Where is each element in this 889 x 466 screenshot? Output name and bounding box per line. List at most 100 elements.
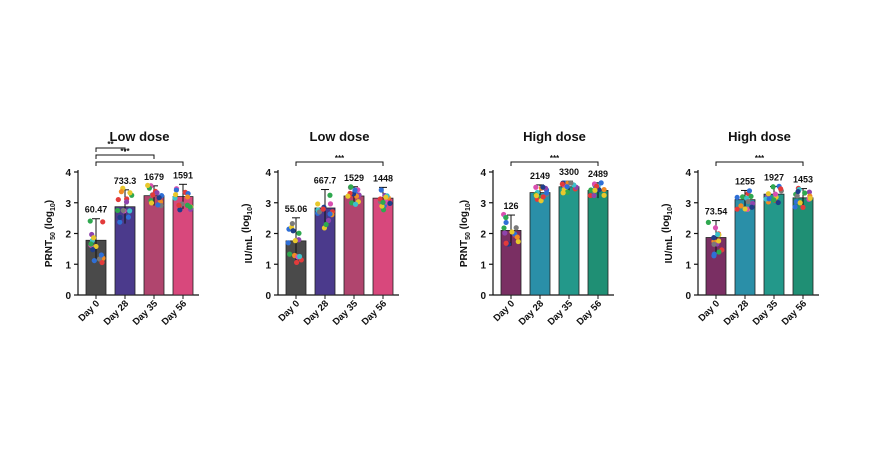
value-label: 1679 [144, 172, 164, 182]
data-point [90, 247, 96, 253]
data-point [770, 184, 776, 190]
data-point [772, 191, 779, 197]
data-point [293, 259, 300, 266]
value-label: 2489 [588, 169, 608, 179]
bar [763, 193, 785, 296]
data-point [533, 184, 539, 190]
x-tick-label: Day 0 [76, 298, 102, 324]
x-tick-label: Day 0 [276, 298, 302, 324]
y-tick-label: 2 [480, 230, 486, 241]
data-point [177, 207, 183, 213]
bar [143, 195, 165, 296]
y-tick-label: 4 [265, 168, 271, 179]
data-point [296, 230, 302, 236]
data-point [148, 200, 155, 206]
significance-bracket [295, 161, 384, 166]
data-point [711, 235, 717, 241]
data-point [150, 192, 156, 198]
data-point [795, 188, 801, 195]
data-point [806, 189, 812, 195]
bar [529, 192, 551, 296]
significance-label: *** [550, 154, 560, 163]
data-point [594, 183, 600, 189]
data-point [797, 200, 803, 206]
chart-title: Low dose [110, 129, 170, 144]
data-point [792, 204, 798, 210]
y-tick-label: 0 [685, 291, 691, 302]
y-tick-label: 1 [480, 260, 486, 271]
significance-bracket [510, 161, 599, 166]
chart-title: Low dose [310, 129, 370, 144]
data-point [155, 202, 161, 208]
value-label: 73.54 [705, 207, 728, 217]
data-point [285, 240, 291, 246]
data-point [745, 198, 751, 205]
data-point [287, 251, 293, 257]
data-point [716, 249, 722, 255]
bar [792, 197, 814, 296]
data-point [323, 221, 329, 228]
x-tick-label: Day 35 [131, 298, 161, 328]
y-tick-label: 3 [480, 199, 486, 210]
value-label: 60.47 [85, 205, 108, 215]
y-tick-label: 1 [265, 260, 271, 271]
y-axis-label: PRNT50 (log10) [44, 200, 57, 267]
x-tick-label: Day 35 [546, 298, 576, 328]
data-point [296, 253, 303, 260]
data-point [127, 190, 133, 196]
data-point [387, 200, 393, 206]
data-point [315, 201, 321, 207]
significance-label: *** [755, 154, 765, 163]
data-point [715, 231, 721, 238]
x-tick-label: Day 28 [302, 298, 331, 327]
chart-panel-2: Low dose IU/mL (log10) 0 1 2 3 4 55.06 Day 0 667.… [241, 129, 399, 328]
chart-title: High dose [523, 129, 586, 144]
data-point [807, 195, 813, 201]
x-tick-label: Day 28 [102, 298, 131, 327]
data-point [378, 187, 384, 193]
data-point [316, 209, 323, 215]
data-point [712, 225, 719, 231]
significance-label: *** [335, 154, 345, 163]
data-point [125, 214, 132, 220]
data-point [120, 207, 126, 214]
x-tick-label: Day 56 [575, 298, 604, 327]
data-point [794, 193, 800, 199]
chart-panel-1: Low dose PRNT50 (log10) 0 1 2 3 4 60.47 Day 0 733… [44, 129, 199, 328]
data-point [749, 204, 755, 210]
bar [372, 197, 394, 296]
data-point [502, 230, 508, 236]
data-point [115, 196, 121, 203]
significance-bracket [95, 154, 155, 159]
significance-label: ** [107, 140, 114, 149]
data-point [154, 190, 160, 196]
data-point [746, 188, 753, 194]
chart-panel-4: High dose IU/mL (log10) 0 1 2 3 4 73.54 Day 0 125… [661, 129, 819, 328]
data-point [800, 204, 806, 210]
y-axis-label: IU/mL (log10) [661, 204, 675, 264]
y-tick-label: 1 [65, 260, 71, 271]
value-label: 3300 [559, 167, 579, 177]
data-point [802, 190, 808, 196]
data-point [564, 189, 570, 195]
y-tick-label: 2 [685, 230, 691, 241]
y-tick-label: 0 [65, 291, 71, 302]
data-point [87, 218, 93, 224]
data-point [173, 187, 179, 193]
x-tick-label: Day 28 [517, 298, 546, 327]
y-axis-label: IU/mL (log10) [241, 204, 255, 264]
significance-bracket [95, 147, 126, 152]
chart-title: High dose [728, 129, 791, 144]
data-point [598, 180, 604, 186]
x-tick-label: Day 35 [331, 298, 361, 328]
data-point [348, 184, 354, 190]
data-point [592, 187, 598, 193]
data-point [380, 199, 386, 205]
data-point [742, 206, 748, 212]
y-tick-label: 4 [685, 168, 691, 179]
value-label: 1448 [373, 173, 393, 183]
data-point [601, 186, 607, 193]
data-point [145, 182, 151, 189]
value-label: 1591 [173, 170, 193, 180]
data-point [734, 206, 740, 212]
